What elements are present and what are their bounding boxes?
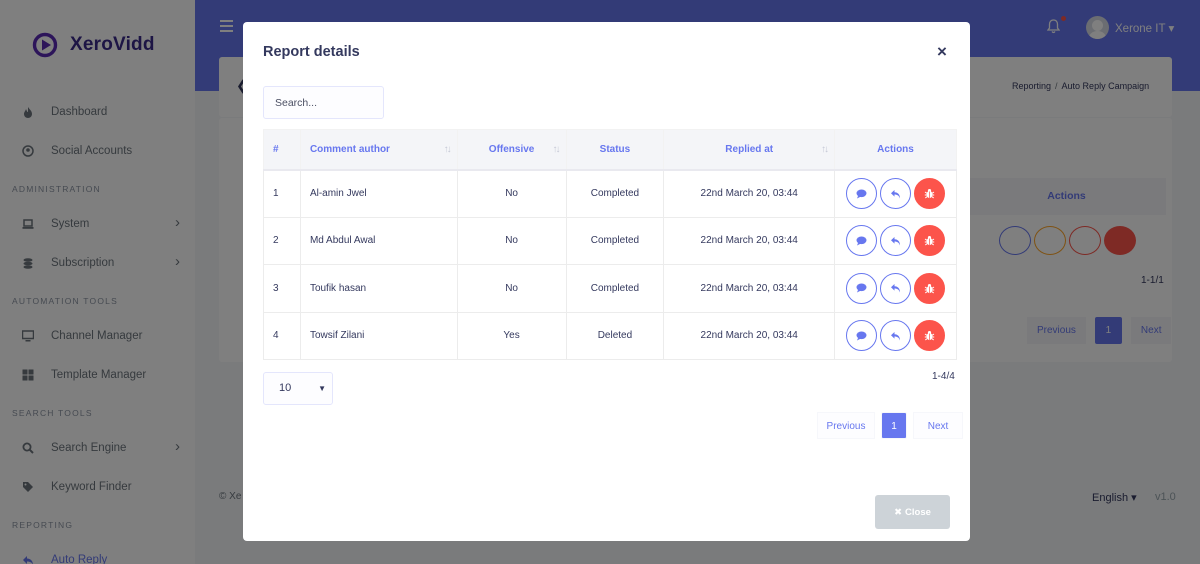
report-bug-button[interactable] xyxy=(914,225,945,257)
reply-icon xyxy=(891,236,900,246)
table-row: 1 Al-amin Jwel No Completed 22nd March 20, 0… xyxy=(263,168,957,218)
row-actions xyxy=(834,168,957,218)
reply-icon xyxy=(891,189,900,198)
view-reply-button[interactable] xyxy=(880,272,911,304)
sort-icon: ↑↓ xyxy=(443,144,452,155)
col-header-comment-author-label: Comment author xyxy=(309,143,390,155)
table-row: 3 Toufik hasan No Completed 22nd March 20, 0… xyxy=(263,264,957,313)
close-button-label: Close xyxy=(905,506,931,518)
view-comment-button[interactable] xyxy=(846,320,877,352)
pagination: Previous 1 Next xyxy=(817,412,963,439)
sort-icon: ↑↓ xyxy=(821,144,829,155)
sort-icon: ↑↓ xyxy=(552,144,561,155)
row-actions xyxy=(834,264,957,313)
comment-author: Toufik hasan xyxy=(299,264,458,313)
row-number: 4 xyxy=(263,311,301,360)
row-actions xyxy=(834,311,957,360)
comment-author: Al-amin Jwel xyxy=(299,168,458,218)
bug-icon xyxy=(924,236,935,246)
offensive-flag: No xyxy=(456,264,567,313)
report-table: # Comment author ↑↓ Offensive ↑↓ Status Re… xyxy=(263,129,957,360)
row-number: 1 xyxy=(263,168,301,218)
comment-author: Towsif Zilani xyxy=(299,311,458,360)
status-text: Completed xyxy=(565,168,665,218)
status-text: Completed xyxy=(565,216,665,265)
col-header-number[interactable]: # xyxy=(263,129,301,170)
report-bug-button[interactable] xyxy=(914,272,945,304)
col-header-offensive[interactable]: Offensive ↑↓ xyxy=(456,129,567,170)
col-header-status[interactable]: Status xyxy=(565,129,665,170)
caret-down-icon: ▼ xyxy=(318,384,326,393)
bug-icon xyxy=(924,331,935,341)
view-reply-button[interactable] xyxy=(880,320,911,352)
replied-at: 22nd March 20, 03:44 xyxy=(663,311,836,360)
row-number: 3 xyxy=(263,264,301,313)
modal-title: Report details xyxy=(263,44,360,60)
search-input[interactable] xyxy=(263,86,384,119)
page-size-select[interactable]: 10 ▼ xyxy=(263,372,333,405)
times-icon: ✖ xyxy=(894,506,903,518)
report-bug-button[interactable] xyxy=(914,178,945,209)
replied-at: 22nd March 20, 03:44 xyxy=(663,216,836,265)
status-text: Deleted xyxy=(565,311,665,360)
status-text: Completed xyxy=(565,264,665,313)
col-header-number-label: # xyxy=(273,143,279,155)
view-comment-button[interactable] xyxy=(846,178,877,209)
comment-icon xyxy=(856,189,867,198)
col-header-replied-at-label: Replied at xyxy=(725,143,774,155)
col-header-replied-at[interactable]: Replied at ↑↓ xyxy=(663,129,836,170)
close-button[interactable]: ✖ Close xyxy=(875,495,950,529)
comment-icon xyxy=(856,283,867,293)
offensive-flag: No xyxy=(456,216,567,265)
offensive-flag: No xyxy=(456,168,567,218)
row-number: 2 xyxy=(263,216,301,265)
view-comment-button[interactable] xyxy=(846,225,877,257)
comment-author: Md Abdul Awal xyxy=(299,216,458,265)
comment-icon xyxy=(856,331,867,341)
view-comment-button[interactable] xyxy=(846,272,877,304)
table-row: 4 Towsif Zilani Yes Deleted 22nd March 20, 0… xyxy=(263,311,957,360)
offensive-flag: Yes xyxy=(456,311,567,360)
report-bug-button[interactable] xyxy=(914,320,945,352)
reply-icon xyxy=(891,331,900,341)
bug-icon xyxy=(924,283,935,294)
bug-icon xyxy=(924,189,935,199)
replied-at: 22nd March 20, 03:44 xyxy=(663,264,836,313)
col-header-actions: Actions xyxy=(834,129,957,170)
comment-icon xyxy=(856,236,867,246)
row-actions xyxy=(834,216,957,265)
col-header-status-label: Status xyxy=(599,143,631,155)
col-header-actions-label: Actions xyxy=(877,143,914,155)
table-row: 2 Md Abdul Awal No Completed 22nd March 20, … xyxy=(263,216,957,265)
table-header-row: # Comment author ↑↓ Offensive ↑↓ Status Re… xyxy=(263,129,957,170)
record-count: 1-4/4 xyxy=(932,371,955,382)
close-icon[interactable]: × xyxy=(937,42,947,61)
page-size-value: 10 xyxy=(279,382,292,394)
next-button[interactable]: Next xyxy=(913,412,963,439)
previous-button[interactable]: Previous xyxy=(817,412,875,439)
view-reply-button[interactable] xyxy=(880,178,911,209)
replied-at: 22nd March 20, 03:44 xyxy=(663,168,836,218)
view-reply-button[interactable] xyxy=(880,225,911,257)
col-header-comment-author[interactable]: Comment author ↑↓ xyxy=(299,129,458,170)
report-details-modal: Report details × # Comment author ↑↓ Offe… xyxy=(243,22,970,541)
reply-icon xyxy=(891,284,900,293)
page-1-button[interactable]: 1 xyxy=(881,412,907,439)
col-header-offensive-label: Offensive xyxy=(488,143,535,155)
